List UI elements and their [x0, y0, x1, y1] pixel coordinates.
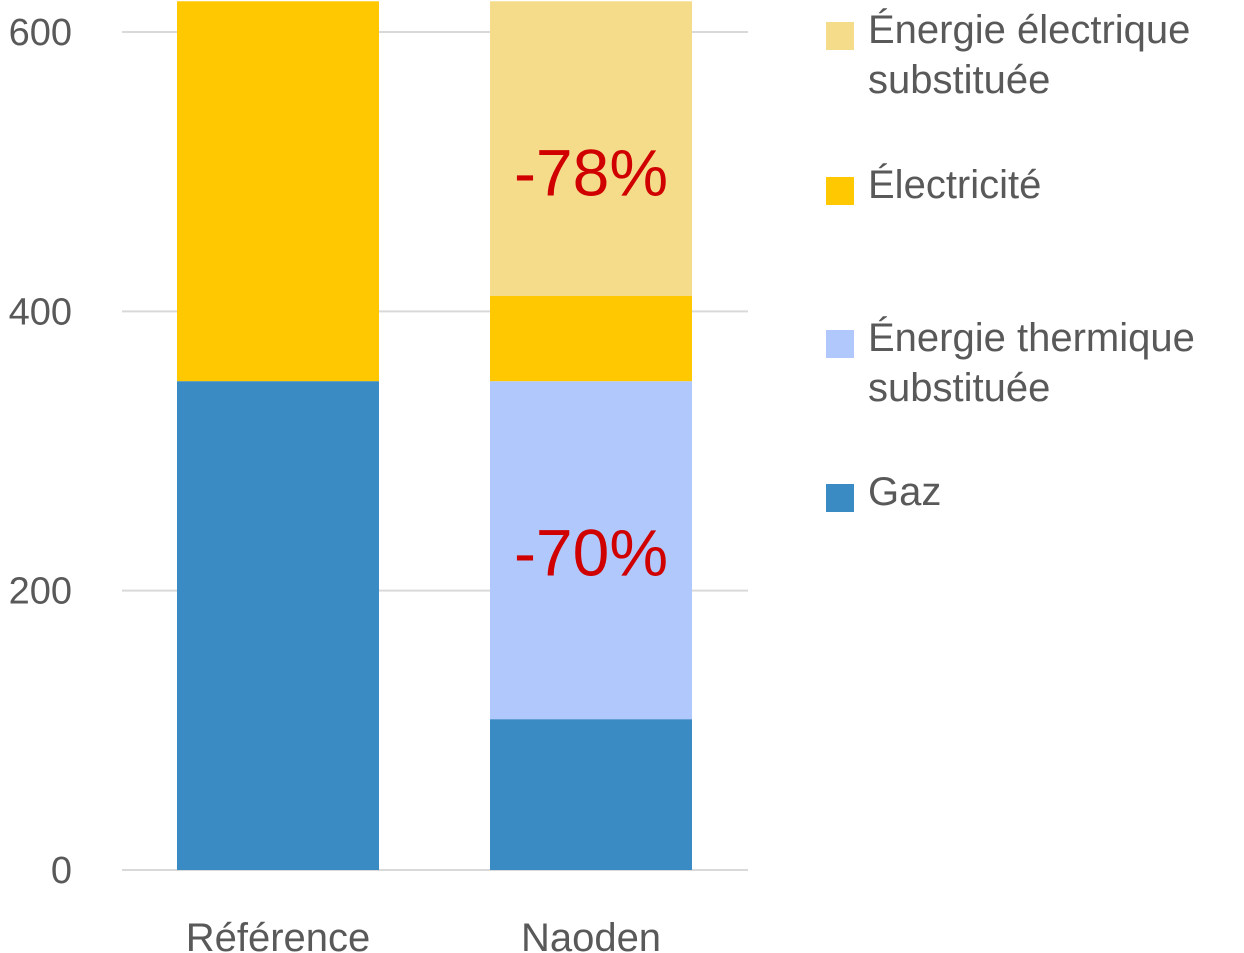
- legend-swatch: [826, 177, 854, 205]
- bar-segment-1-1: [490, 381, 692, 720]
- bar-segment-0-2: [177, 1, 379, 382]
- reduction-annotation: -78%: [514, 136, 668, 210]
- legend-label: Électricité: [868, 163, 1042, 207]
- bar-segment-1-0: [490, 719, 692, 870]
- reduction-annotation: -70%: [514, 516, 668, 590]
- legend-swatch: [826, 330, 854, 358]
- y-tick-label: 0: [51, 850, 72, 892]
- y-tick-label: 200: [9, 571, 72, 613]
- x-category-label: Naoden: [521, 916, 661, 953]
- legend-label: Énergie électrique substituée: [868, 8, 1191, 102]
- bar-segment-0-0: [177, 381, 379, 870]
- bars: [177, 1, 692, 870]
- x-category-label: Référence: [186, 916, 371, 953]
- legend-item: Énergie thermique substituée: [826, 313, 1195, 413]
- legend-item: Gaz: [826, 467, 941, 517]
- annotations: -78% -70%: [514, 136, 668, 590]
- bar-segment-1-2: [490, 295, 692, 382]
- legend-swatch: [826, 484, 854, 512]
- y-tick-label: 400: [9, 291, 72, 333]
- legend-swatch: [826, 22, 854, 50]
- legend-label: Gaz: [868, 470, 942, 514]
- y-axis-ticks: 0 200 400 600: [9, 12, 72, 892]
- legend-item: Énergie électrique substituée: [826, 5, 1190, 105]
- legend-label: Énergie thermique substituée: [868, 316, 1195, 410]
- legend-item: Électricité: [826, 160, 1041, 210]
- bar-segment-1-3: [490, 1, 692, 296]
- x-axis-labels: Référence Naoden: [186, 916, 661, 953]
- y-tick-label: 600: [9, 12, 72, 54]
